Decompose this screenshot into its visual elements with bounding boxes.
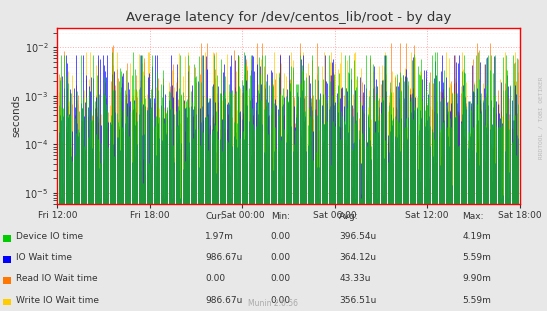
Text: 43.33u: 43.33u	[339, 274, 371, 283]
Text: 986.67u: 986.67u	[205, 295, 242, 304]
Text: Max:: Max:	[462, 212, 484, 221]
Text: Cur:: Cur:	[205, 212, 224, 221]
Text: 364.12u: 364.12u	[339, 253, 376, 262]
Text: 0.00: 0.00	[271, 232, 291, 241]
Text: 4.19m: 4.19m	[462, 232, 491, 241]
Text: 1.97m: 1.97m	[205, 232, 234, 241]
Text: Min:: Min:	[271, 212, 290, 221]
Text: 986.67u: 986.67u	[205, 253, 242, 262]
Y-axis label: seconds: seconds	[11, 95, 21, 137]
Text: Device IO time: Device IO time	[16, 232, 84, 241]
Text: 5.59m: 5.59m	[462, 253, 491, 262]
Text: RRDTOOL / TOBI OETIKER: RRDTOOL / TOBI OETIKER	[538, 77, 543, 160]
Text: 356.51u: 356.51u	[339, 295, 376, 304]
Title: Average latency for /dev/centos_lib/root - by day: Average latency for /dev/centos_lib/root…	[126, 11, 451, 24]
Text: 0.00: 0.00	[271, 274, 291, 283]
Text: Munin 2.0.56: Munin 2.0.56	[248, 299, 299, 308]
Text: Write IO Wait time: Write IO Wait time	[16, 295, 100, 304]
Text: IO Wait time: IO Wait time	[16, 253, 72, 262]
Text: 0.00: 0.00	[205, 274, 225, 283]
Text: 0.00: 0.00	[271, 253, 291, 262]
Text: 9.90m: 9.90m	[462, 274, 491, 283]
Text: Read IO Wait time: Read IO Wait time	[16, 274, 98, 283]
Text: Avg:: Avg:	[339, 212, 359, 221]
Text: 5.59m: 5.59m	[462, 295, 491, 304]
Text: 396.54u: 396.54u	[339, 232, 376, 241]
Text: 0.00: 0.00	[271, 295, 291, 304]
